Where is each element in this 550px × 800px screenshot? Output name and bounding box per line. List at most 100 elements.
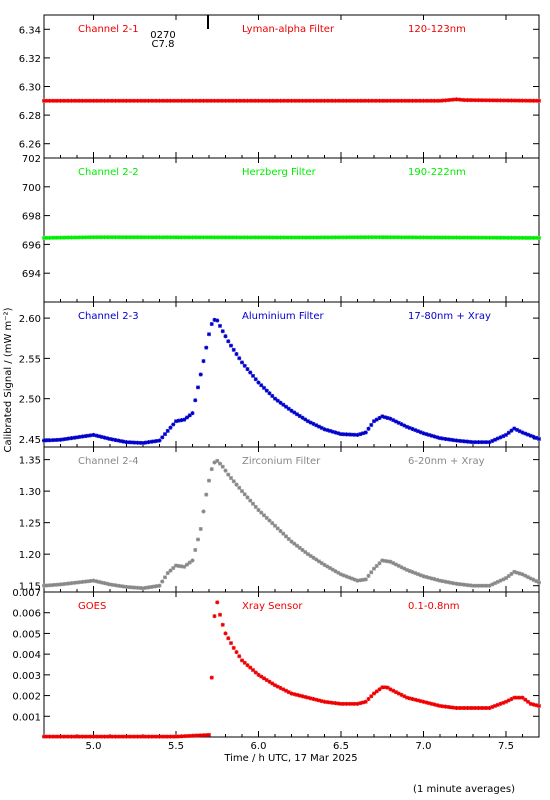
data-point bbox=[47, 438, 52, 443]
data-point bbox=[317, 559, 321, 564]
data-point bbox=[77, 580, 82, 585]
data-point bbox=[116, 734, 121, 739]
data-point bbox=[207, 732, 211, 737]
data-point bbox=[515, 570, 519, 575]
data-point bbox=[515, 695, 519, 700]
data-point bbox=[350, 701, 354, 706]
data-point bbox=[462, 582, 467, 587]
data-point bbox=[179, 418, 184, 423]
data-point bbox=[201, 733, 206, 738]
data-point bbox=[138, 440, 143, 445]
y-tick-label: 2.60 bbox=[19, 314, 41, 325]
data-point bbox=[152, 439, 156, 444]
data-point bbox=[534, 703, 539, 708]
data-points bbox=[42, 600, 541, 739]
data-point bbox=[143, 440, 148, 445]
data-point bbox=[119, 235, 123, 240]
data-point bbox=[259, 383, 264, 388]
data-point bbox=[517, 695, 522, 700]
data-point bbox=[451, 97, 456, 102]
data-point bbox=[352, 577, 357, 582]
data-point bbox=[132, 440, 137, 445]
data-point bbox=[410, 697, 415, 702]
data-point bbox=[355, 701, 360, 706]
data-point bbox=[438, 436, 442, 441]
time-axis: 5.0 5.5 6.0 6.5 7.0 7.5 bbox=[86, 741, 514, 752]
data-point bbox=[394, 419, 398, 424]
data-point bbox=[385, 685, 390, 690]
data-point bbox=[231, 235, 236, 240]
data-point bbox=[171, 422, 176, 427]
data-point bbox=[212, 317, 217, 322]
data-point bbox=[295, 692, 299, 697]
data-point bbox=[75, 580, 79, 585]
y-tick-label: 0.002 bbox=[12, 692, 41, 703]
data-point bbox=[270, 681, 275, 686]
data-point bbox=[407, 568, 412, 573]
data-point bbox=[61, 582, 66, 587]
panel-frame bbox=[43, 14, 540, 159]
data-point bbox=[135, 585, 140, 590]
data-point bbox=[275, 684, 280, 689]
data-point bbox=[528, 433, 533, 438]
data-point bbox=[190, 411, 195, 416]
data-point bbox=[256, 380, 261, 385]
data-point bbox=[523, 98, 528, 103]
data-point bbox=[292, 692, 297, 697]
data-point bbox=[182, 235, 187, 240]
data-point bbox=[264, 678, 269, 683]
data-point bbox=[264, 388, 269, 393]
data-point bbox=[451, 581, 456, 586]
data-point bbox=[515, 427, 519, 432]
channel-label: Channel 2-1 bbox=[78, 24, 139, 35]
data-point bbox=[361, 577, 365, 582]
data-point bbox=[75, 734, 79, 739]
data-point bbox=[154, 438, 159, 443]
data-point bbox=[66, 436, 71, 441]
data-point bbox=[526, 699, 530, 704]
y-tick-label: 2.45 bbox=[19, 435, 41, 446]
data-point bbox=[42, 438, 46, 443]
data-point bbox=[443, 436, 448, 441]
data-point bbox=[377, 561, 382, 566]
data-point bbox=[380, 558, 385, 563]
data-point bbox=[284, 534, 288, 539]
data-point bbox=[196, 235, 200, 240]
data-point bbox=[204, 733, 209, 738]
data-point bbox=[201, 359, 206, 364]
data-point bbox=[328, 566, 332, 571]
data-point bbox=[264, 235, 269, 240]
data-point bbox=[457, 438, 462, 443]
data-point bbox=[226, 636, 231, 641]
data-point bbox=[190, 235, 195, 240]
data-point bbox=[44, 734, 49, 739]
channel-label: Channel 2-4 bbox=[78, 456, 139, 467]
data-point bbox=[517, 429, 522, 434]
data-point bbox=[198, 733, 203, 738]
data-point bbox=[240, 360, 244, 365]
data-point bbox=[410, 570, 415, 575]
data-point bbox=[209, 235, 214, 240]
data-point bbox=[333, 569, 338, 574]
data-point bbox=[171, 734, 176, 739]
data-point bbox=[130, 235, 134, 240]
data-point bbox=[119, 584, 123, 589]
data-point bbox=[209, 467, 214, 472]
data-point bbox=[339, 432, 343, 437]
data-point bbox=[286, 536, 291, 541]
data-point bbox=[77, 734, 82, 739]
data-point bbox=[110, 235, 115, 240]
data-point bbox=[69, 581, 74, 586]
data-point bbox=[366, 426, 371, 431]
y-tick-label: 0.001 bbox=[12, 712, 41, 723]
data-point bbox=[344, 432, 349, 437]
data-point bbox=[242, 363, 247, 368]
data-point bbox=[449, 705, 453, 710]
data-point bbox=[88, 578, 93, 583]
data-point bbox=[418, 573, 423, 578]
data-point bbox=[402, 423, 407, 428]
data-point bbox=[435, 577, 440, 582]
data-point bbox=[523, 431, 528, 436]
filter-label: Zirconium Filter bbox=[242, 456, 321, 467]
data-point bbox=[493, 703, 497, 708]
